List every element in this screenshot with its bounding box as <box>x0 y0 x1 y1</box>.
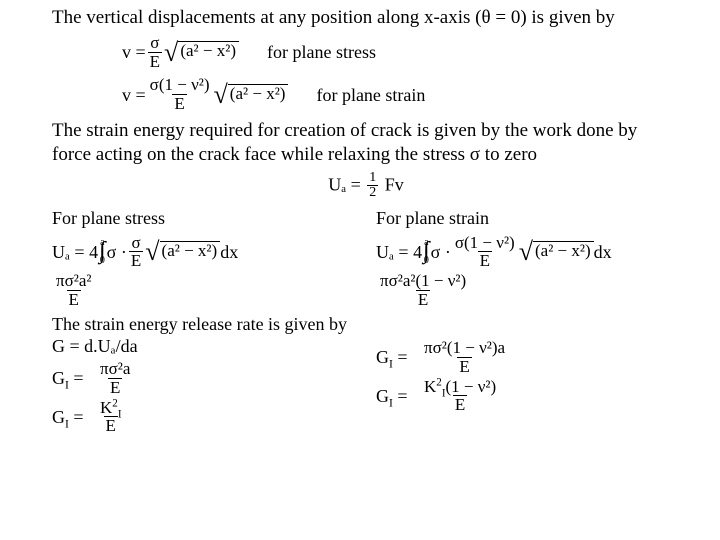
right-radicand: (a² − x²) <box>533 241 594 263</box>
ua-frac: 1 2 <box>367 171 378 201</box>
intro-paragraph-1: The vertical displacements at any positi… <box>52 6 680 30</box>
ua-lhs: Uₐ = <box>328 174 361 194</box>
right-g2-eq: = <box>393 386 408 406</box>
left-g2-eq: = <box>69 407 84 427</box>
spacer <box>376 311 680 337</box>
left-head: For plane stress <box>52 207 356 230</box>
eq2-radicand: (a² − x²) <box>228 84 289 106</box>
left-g1-frac: πσ²a E <box>98 360 132 397</box>
right-ua-integral: Uₐ = 4 a ∫ 0 σ · σ(1 − ν²) E √ (a² − x²)… <box>376 234 680 271</box>
right-res-frac: πσ²a²(1 − ν²) E <box>378 272 468 309</box>
eq1-frac-num: σ <box>148 34 161 52</box>
para1-text-a: The vertical displacements at any positi… <box>52 7 482 28</box>
eq1-lhs: v = <box>122 41 146 64</box>
left-int-lo: 0 <box>100 258 105 264</box>
eq1-frac-den: E <box>148 52 162 71</box>
right-u-lhs: Uₐ = 4 <box>376 241 422 264</box>
left-g1-num: πσ²a <box>98 360 132 378</box>
left-g2-lhs: G <box>52 407 65 427</box>
equation-ua: Uₐ = 1 2 Fv <box>52 171 680 201</box>
right-sigma: σ · <box>431 241 451 264</box>
right-res-den: E <box>416 290 430 309</box>
g-note: The strain energy release rate is given … <box>52 313 356 358</box>
para1-theta: θ = 0 <box>482 7 521 28</box>
left-ua-integral: Uₐ = 4 a ∫ 0 σ · σ E √ (a² − x²) dx <box>52 234 356 271</box>
left-frac: σ E <box>129 234 143 271</box>
left-u-lhs: Uₐ = 4 <box>52 241 98 264</box>
right-int-lo: 0 <box>424 258 429 264</box>
left-frac-den: E <box>129 251 143 270</box>
right-frac-den: E <box>478 251 492 270</box>
eq2-label: for plane strain <box>316 84 425 107</box>
right-g1-frac: πσ²(1 − ν²)a E <box>422 339 507 376</box>
right-g1: GI = πσ²(1 − ν²)a E <box>376 339 680 376</box>
right-g2-num: K2I(1 − ν²) <box>422 378 498 396</box>
right-g1-den: E <box>457 357 471 376</box>
right-sqrt: √ (a² − x²) <box>519 241 594 263</box>
left-g2-frac: K2I E <box>98 399 124 436</box>
eq2-frac-num: σ(1 − ν²) <box>148 76 212 94</box>
eq1-radicand: (a² − x²) <box>178 41 239 63</box>
ua-num: 1 <box>367 171 378 186</box>
right-g2: GI = K2I(1 − ν²) E <box>376 378 680 415</box>
left-g1-den: E <box>108 378 122 397</box>
left-g2-den: E <box>104 416 118 435</box>
col-plane-stress: For plane stress Uₐ = 4 a ∫ 0 σ · σ E √ … <box>52 205 356 437</box>
eq1-label: for plane stress <box>267 41 376 64</box>
eq2-frac-den: E <box>172 94 186 113</box>
right-head: For plane strain <box>376 207 680 230</box>
col-plane-strain: For plane strain Uₐ = 4 a ∫ 0 σ · σ(1 − … <box>376 205 680 437</box>
sqrt-icon: √ <box>519 242 533 263</box>
ua-rhs: Fv <box>385 174 404 194</box>
left-g1-eq: = <box>69 368 84 388</box>
left-g1-lhs: G <box>52 368 65 388</box>
sqrt-icon: √ <box>214 85 228 106</box>
eq2-sqrt: √ (a² − x²) <box>214 84 289 106</box>
sqrt-icon: √ <box>164 43 178 64</box>
right-ua-result: πσ²a²(1 − ν²) E <box>376 272 680 309</box>
integral-icon: a ∫ 0 <box>99 240 106 264</box>
left-res-den: E <box>67 290 81 309</box>
two-column-block: For plane stress Uₐ = 4 a ∫ 0 σ · σ E √ … <box>52 205 680 437</box>
left-g2: GI = K2I E <box>52 399 356 436</box>
left-sigma: σ · <box>107 241 127 264</box>
equation-v-plane-strain: v = σ(1 − ν²) E √ (a² − x²) for plane st… <box>122 76 680 113</box>
right-g1-lhs: G <box>376 347 389 367</box>
left-res-num: πσ²a² <box>54 272 94 290</box>
intro-paragraph-2: The strain energy required for creation … <box>52 119 680 167</box>
left-radicand: (a² − x²) <box>160 241 221 263</box>
right-frac-num: σ(1 − ν²) <box>453 234 517 252</box>
right-dx: dx <box>594 241 612 264</box>
right-g2-frac: K2I(1 − ν²) E <box>422 378 498 415</box>
eq2-lhs: v = <box>122 84 146 107</box>
right-g2-lhs: G <box>376 386 389 406</box>
left-g1: GI = πσ²a E <box>52 360 356 397</box>
left-g2-num: K2I <box>98 399 124 417</box>
para1-text-b: ) is given by <box>520 7 614 28</box>
right-res-num: πσ²a²(1 − ν²) <box>378 272 468 290</box>
eq1-fraction: σ E <box>148 34 162 71</box>
left-sqrt: √ (a² − x²) <box>145 241 220 263</box>
left-ua-result: πσ²a² E <box>52 272 356 309</box>
left-dx: dx <box>220 241 238 264</box>
eq2-fraction: σ(1 − ν²) E <box>148 76 212 113</box>
eq1-sqrt: √ (a² − x²) <box>164 41 239 63</box>
ua-den: 2 <box>367 185 378 201</box>
equation-v-plane-stress: v = σ E √ (a² − x²) for plane stress <box>122 34 680 71</box>
left-res-frac: πσ²a² E <box>54 272 94 309</box>
left-frac-num: σ <box>129 234 142 252</box>
integral-icon: a ∫ 0 <box>423 240 430 264</box>
sqrt-icon: √ <box>145 242 159 263</box>
right-frac: σ(1 − ν²) E <box>453 234 517 271</box>
right-g1-num: πσ²(1 − ν²)a <box>422 339 507 357</box>
document-page: The vertical displacements at any positi… <box>0 0 720 437</box>
right-g2-den: E <box>453 395 467 414</box>
right-g1-eq: = <box>393 347 408 367</box>
